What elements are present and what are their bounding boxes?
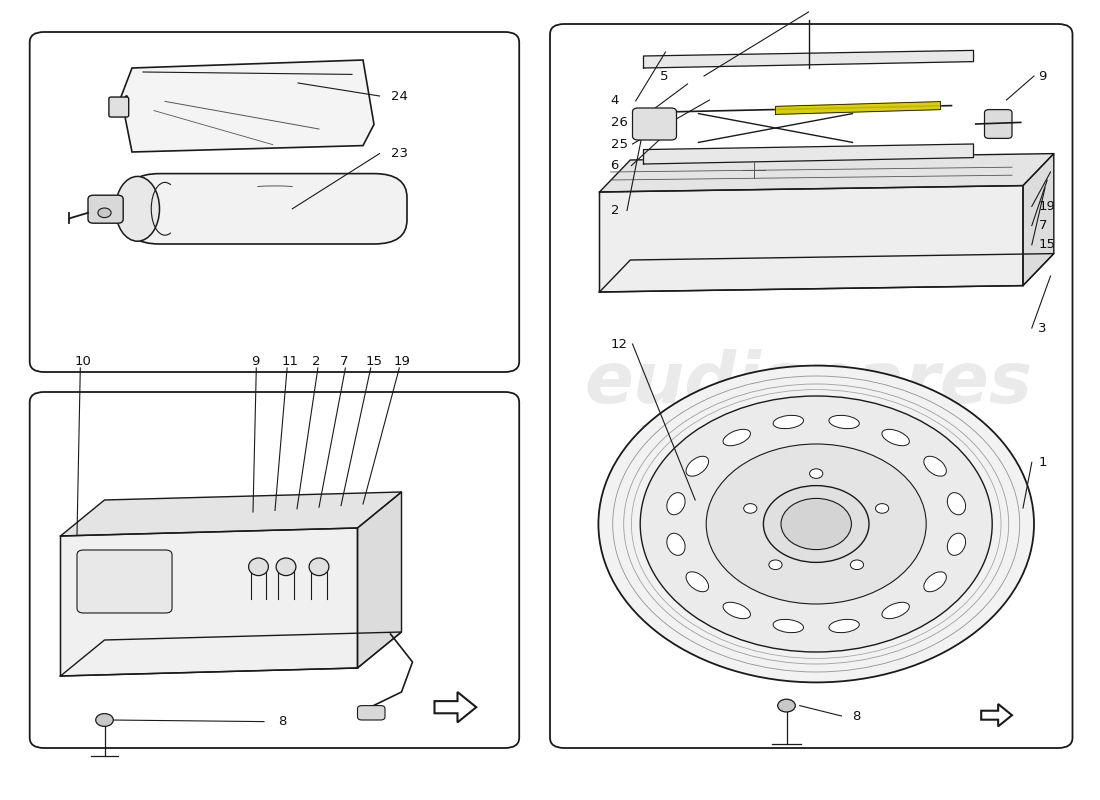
Circle shape (598, 366, 1034, 682)
Circle shape (850, 560, 864, 570)
Text: 26: 26 (610, 116, 627, 129)
Polygon shape (600, 154, 1054, 192)
Ellipse shape (882, 430, 910, 446)
Text: 7: 7 (340, 355, 349, 368)
Text: 6: 6 (610, 159, 619, 172)
Ellipse shape (924, 456, 946, 476)
Circle shape (706, 444, 926, 604)
Circle shape (640, 396, 992, 652)
Circle shape (876, 504, 889, 514)
Circle shape (769, 560, 782, 570)
Circle shape (781, 498, 851, 550)
Ellipse shape (947, 534, 966, 555)
Text: 8: 8 (278, 715, 287, 728)
FancyBboxPatch shape (77, 550, 172, 613)
Polygon shape (434, 692, 476, 722)
Circle shape (763, 486, 869, 562)
FancyBboxPatch shape (632, 108, 676, 140)
Text: 15: 15 (365, 355, 382, 368)
Ellipse shape (947, 493, 966, 514)
Text: 2: 2 (610, 204, 619, 217)
Text: eudispares: eudispares (584, 350, 1033, 418)
Text: 3: 3 (1038, 322, 1047, 334)
Polygon shape (121, 60, 374, 152)
FancyBboxPatch shape (30, 32, 519, 372)
Ellipse shape (773, 415, 803, 429)
Polygon shape (60, 492, 402, 536)
Text: 7: 7 (1038, 219, 1047, 232)
Ellipse shape (723, 430, 750, 446)
Text: 9: 9 (251, 355, 260, 368)
Polygon shape (644, 144, 974, 164)
Text: 25: 25 (610, 138, 627, 150)
Ellipse shape (276, 558, 296, 576)
FancyBboxPatch shape (30, 392, 519, 748)
FancyBboxPatch shape (984, 110, 1012, 138)
Text: 4: 4 (610, 94, 619, 107)
Text: 24: 24 (390, 90, 407, 102)
Polygon shape (1023, 154, 1054, 286)
Polygon shape (644, 50, 974, 68)
Circle shape (810, 469, 823, 478)
Text: 2: 2 (312, 355, 321, 368)
Ellipse shape (667, 534, 685, 555)
Circle shape (98, 208, 111, 218)
Text: 19: 19 (1038, 200, 1055, 213)
Polygon shape (981, 704, 1012, 726)
Ellipse shape (686, 456, 708, 476)
Circle shape (744, 504, 757, 514)
Ellipse shape (667, 493, 685, 514)
Text: 11: 11 (282, 355, 298, 368)
Text: 15: 15 (1038, 238, 1055, 251)
Polygon shape (776, 102, 940, 114)
Ellipse shape (829, 415, 859, 429)
Ellipse shape (723, 602, 750, 618)
FancyBboxPatch shape (126, 174, 407, 244)
Text: 10: 10 (75, 355, 91, 368)
Ellipse shape (686, 572, 708, 592)
Text: 23: 23 (390, 147, 407, 160)
Text: a passion for parts since 85: a passion for parts since 85 (638, 422, 858, 482)
Ellipse shape (924, 572, 946, 592)
Polygon shape (358, 492, 402, 668)
Circle shape (96, 714, 113, 726)
Text: 9: 9 (1038, 70, 1047, 82)
FancyBboxPatch shape (550, 24, 1072, 748)
FancyBboxPatch shape (88, 195, 123, 223)
Circle shape (778, 699, 795, 712)
Text: 5: 5 (660, 70, 669, 82)
Polygon shape (600, 254, 1054, 292)
FancyBboxPatch shape (109, 97, 129, 117)
Text: 1: 1 (1038, 456, 1047, 469)
Text: 8: 8 (852, 710, 861, 722)
Ellipse shape (116, 177, 160, 241)
Ellipse shape (829, 619, 859, 633)
Polygon shape (60, 528, 358, 676)
Ellipse shape (309, 558, 329, 576)
Ellipse shape (882, 602, 910, 618)
Polygon shape (600, 186, 1023, 292)
FancyBboxPatch shape (358, 706, 385, 720)
Text: 12: 12 (610, 338, 627, 350)
Ellipse shape (773, 619, 803, 633)
Polygon shape (60, 632, 402, 676)
Ellipse shape (249, 558, 268, 576)
Text: 19: 19 (394, 355, 410, 368)
